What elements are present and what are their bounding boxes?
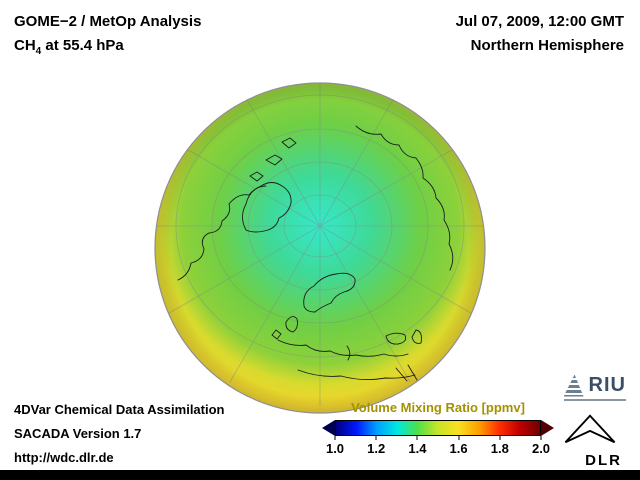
species-level: at 55.4 hPa (41, 37, 124, 54)
colorbar-title: Volume Mixing Ratio [ppmv] (351, 400, 525, 415)
species-subscript: 4 (35, 46, 42, 57)
region-label: Northern Hemisphere (470, 37, 624, 54)
analysis-title: GOME−2 / MetOp Analysis (14, 13, 202, 30)
footer-left: 4DVar Chemical Data Assimilation SACADA … (14, 398, 225, 470)
tick-label: 2.0 (531, 441, 551, 456)
colorbar-tick-marks (334, 436, 542, 440)
tick-label: 1.0 (325, 441, 345, 456)
header-right: Jul 07, 2009, 12:00 GMT Northern Hemisph… (456, 10, 624, 58)
riu-logo-text: RIU (588, 374, 626, 396)
riu-logo: RIU (563, 374, 626, 401)
riu-triangle-icon (563, 374, 584, 397)
globe-edge-shade (155, 83, 485, 413)
species-label: CH4 at 55.4 hPa (14, 34, 201, 64)
colorbar-tick-labels: 1.0 1.2 1.4 1.6 1.8 2.0 (326, 441, 550, 456)
dlr-logo-text: DLR (585, 452, 622, 469)
colorbar-bar (322, 420, 554, 436)
species-prefix: CH (14, 37, 36, 54)
footer-line1: 4DVar Chemical Data Assimilation (14, 402, 225, 417)
globe-map (154, 82, 486, 414)
dlr-logo: DLR (558, 412, 622, 469)
colorbar: Volume Mixing Ratio [ppmv] 1.0 1.2 1.4 1… (322, 400, 554, 456)
dlr-wing-icon (564, 414, 616, 444)
tick-label: 1.4 (408, 441, 427, 456)
tick-label: 1.2 (367, 441, 386, 456)
footer-line3: http://wdc.dlr.de (14, 450, 114, 465)
colorbar-gradient (335, 420, 541, 436)
footer-line2: SACADA Version 1.7 (14, 426, 142, 441)
tick-label: 1.6 (449, 441, 468, 456)
colorbar-right-arrow (541, 420, 554, 436)
colorbar-left-arrow (322, 420, 335, 436)
globe-container (150, 78, 490, 418)
globe-rim (154, 82, 486, 414)
header-left: GOME−2 / MetOp Analysis CH4 at 55.4 hPa (14, 10, 201, 64)
bottom-bar (0, 470, 640, 480)
tick-label: 1.8 (490, 441, 509, 456)
datetime-label: Jul 07, 2009, 12:00 GMT (455, 13, 624, 30)
